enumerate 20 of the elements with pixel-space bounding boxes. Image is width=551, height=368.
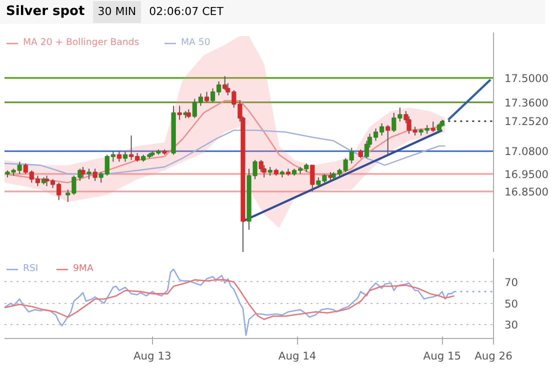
y-tick-label: 16.9500 (504, 168, 549, 181)
legend-label: RSI (23, 263, 40, 274)
y-tick-label: 17.3600 (504, 96, 549, 110)
chart-title: Silver spot (6, 2, 85, 21)
x-tick-label: Aug 14 (278, 350, 316, 362)
y-tick-label: 50 (504, 297, 518, 310)
legend-label: MA 20 + Bollinger Bands (23, 37, 140, 48)
text: 02:06:07 CET (149, 4, 224, 20)
y-tick-label: 17.0800 (504, 145, 549, 158)
y-tick-label: 17.5000 (504, 72, 549, 85)
chart-subtitle: 30 MIN (92, 1, 142, 23)
text: Aug 26 (474, 350, 513, 362)
legend-label: 9MA (73, 263, 94, 274)
x-tick-label: Aug 15 (423, 350, 462, 362)
y-tick-label: 70 (504, 276, 518, 289)
legend-label: MA 50 (181, 37, 210, 48)
x-tick-label: Aug 13 (134, 350, 172, 362)
y-tick-label: 17.2520 (504, 115, 549, 128)
y-tick-label: 30 (504, 318, 518, 332)
y-tick-label: 16.8500 (504, 185, 549, 198)
